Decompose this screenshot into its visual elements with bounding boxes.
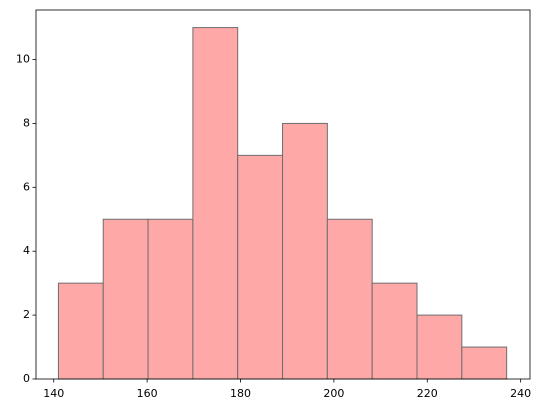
y-tick-label: 0 bbox=[23, 372, 30, 385]
x-tick-label: 240 bbox=[510, 387, 531, 400]
bar bbox=[57, 282, 104, 380]
bar bbox=[237, 154, 284, 380]
y-tick-label: 10 bbox=[16, 53, 30, 66]
bar bbox=[282, 122, 328, 380]
bar bbox=[147, 218, 194, 380]
x-tick-label: 200 bbox=[323, 387, 344, 400]
bar bbox=[192, 27, 239, 380]
y-tick-label: 8 bbox=[23, 116, 30, 129]
bar bbox=[326, 218, 373, 380]
y-tick-label: 6 bbox=[23, 180, 30, 193]
bar bbox=[461, 346, 508, 380]
x-tick-label: 160 bbox=[137, 387, 158, 400]
y-tick-label: 2 bbox=[23, 308, 30, 321]
y-tick-label: 4 bbox=[23, 244, 30, 257]
bar bbox=[102, 218, 149, 380]
bar bbox=[416, 314, 463, 380]
x-tick-label: 220 bbox=[417, 387, 438, 400]
axes-frame bbox=[35, 9, 531, 380]
x-tick-label: 140 bbox=[43, 387, 64, 400]
x-tick-label: 180 bbox=[230, 387, 251, 400]
bar bbox=[371, 282, 418, 380]
